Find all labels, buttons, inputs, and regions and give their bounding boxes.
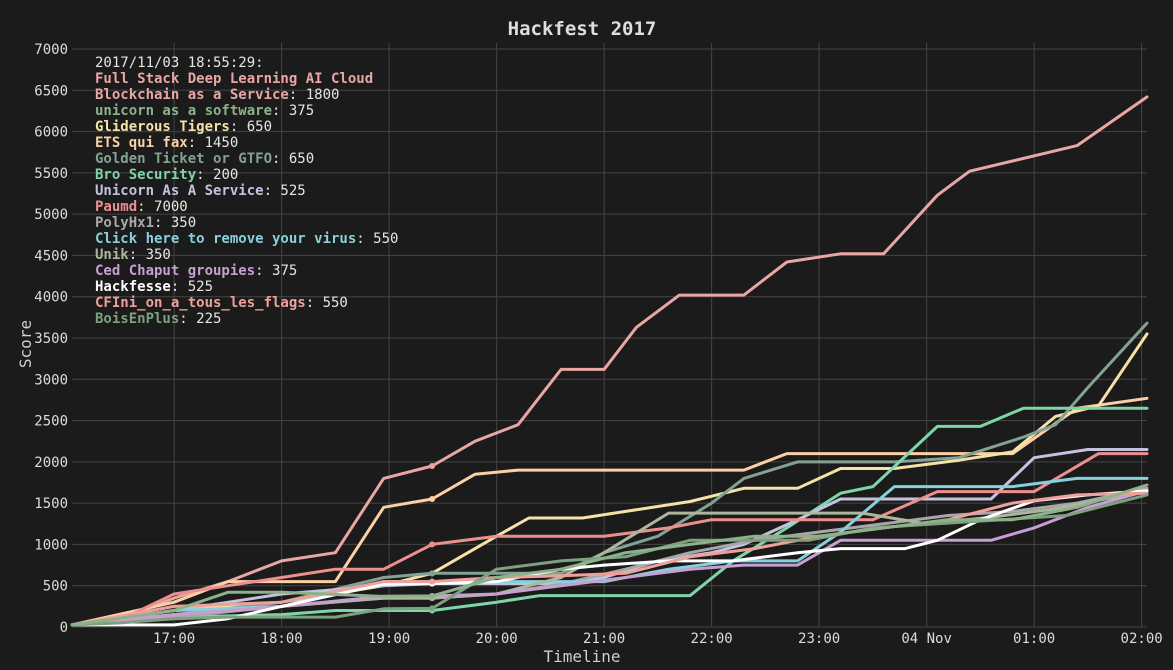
tooltip-entry-boisenplus: BoisEnPlus: 225 <box>95 311 221 327</box>
tooltip-entry-full-stack-deep-learning-ai-cloud-blockchain-as-a-service: Full Stack Deep Learning AI Cloud Blockch… <box>95 71 373 103</box>
hover-point-boisenplus <box>429 605 436 612</box>
tooltip-entry-unicorn-as-a-service: Unicorn As A Service: 525 <box>95 183 306 199</box>
y-axis-ticks: 0 500 1000 1500 2000 2500 3000 3500 4000 4500 5000… <box>34 42 68 636</box>
y-tick-label: 6000 <box>34 125 68 141</box>
x-tick-label: 04 Nov <box>901 631 952 647</box>
tooltip-entry-unik: Unik: 350 <box>95 247 171 263</box>
hover-point-full-stack-deep-learning-ai-cloud-blockchain-as-a-service <box>429 462 436 469</box>
tooltip-entry-ced-chaput-groupies: Ced Chaput groupies: 375 <box>95 263 297 279</box>
tooltip-entry-click-here-to-remove-your-virus: Click here to remove your virus: 550 <box>95 231 398 247</box>
series-line-boisenplus[interactable] <box>70 493 1149 627</box>
hover-point-paumd <box>429 541 436 548</box>
y-tick-label: 1000 <box>34 537 68 553</box>
tooltip-entry-cfini-on-a-tous-les-flags: CFIni_on_a_tous_les_flags: 550 <box>95 295 348 311</box>
y-tick-label: 500 <box>43 579 68 595</box>
tooltip-timestamp: 2017/11/03 18:55:29: <box>95 55 264 71</box>
y-tick-label: 7000 <box>34 42 68 58</box>
x-tick-label: 02:00 <box>1121 631 1163 647</box>
series-line-golden-ticket-or-gtfo[interactable] <box>70 321 1149 627</box>
y-tick-label: 4000 <box>34 290 68 306</box>
tooltip-entry-unicorn-as-a-software: unicorn as a software: 375 <box>95 103 314 119</box>
x-axis-title: Timeline <box>543 647 620 666</box>
series-line-paumd[interactable] <box>70 452 1149 627</box>
hover-point-unicorn-as-a-software <box>429 593 436 600</box>
x-tick-label: 22:00 <box>691 631 733 647</box>
series-lines[interactable] <box>70 95 1149 627</box>
series-line-unicorn-as-a-software[interactable] <box>70 483 1149 627</box>
hover-point-cfini-on-a-tous-les-flags <box>429 578 436 585</box>
tooltip-entry-ets-qui-fax: ETS qui fax: 1450 <box>95 135 238 151</box>
x-tick-label: 01:00 <box>1013 631 1055 647</box>
x-axis-ticks: 17:00 18:00 19:00 20:00 21:00 22:00 23:00 04 No… <box>153 631 1163 647</box>
y-axis-title: Score <box>16 320 35 368</box>
gridlines <box>72 43 1147 628</box>
y-tick-label: 2000 <box>34 455 68 471</box>
y-tick-label: 2500 <box>34 414 68 430</box>
tooltip-entry-paumd: Paumd: 7000 <box>95 199 188 215</box>
y-tick-label: 0 <box>60 620 68 636</box>
y-tick-label: 6500 <box>34 83 68 99</box>
y-tick-label: 4500 <box>34 248 68 264</box>
hover-tooltip: 2017/11/03 18:55:29: Full Stack Deep Lea… <box>95 55 398 327</box>
y-tick-label: 5500 <box>34 166 68 182</box>
series-line-bro-security[interactable] <box>70 406 1149 627</box>
x-tick-label: 20:00 <box>476 631 518 647</box>
tooltip-entry-gliderous-tigers: Gliderous Tigers: 650 <box>95 119 272 135</box>
hover-markers <box>429 462 436 614</box>
x-tick-label: 18:00 <box>261 631 303 647</box>
tooltip-entry-polyhx1: PolyHx1: 350 <box>95 215 196 231</box>
tooltip-entry-bro-security: Bro Security: 200 <box>95 167 238 183</box>
x-tick-label: 19:00 <box>368 631 410 647</box>
x-tick-label: 23:00 <box>798 631 840 647</box>
y-tick-label: 3500 <box>34 331 68 347</box>
tooltip-entry-golden-ticket-or-gtfo: Golden Ticket or GTFO: 650 <box>95 151 314 167</box>
series-line-full-stack-deep-learning-ai-cloud-blockchain-as-a-service[interactable] <box>70 95 1149 627</box>
x-tick-label: 21:00 <box>583 631 625 647</box>
y-tick-label: 3000 <box>34 372 68 388</box>
tooltip-entry-hackfesse: Hackfesse: 525 <box>95 279 213 295</box>
series-line-cfini-on-a-tous-les-flags[interactable] <box>70 491 1149 627</box>
y-tick-label: 1500 <box>34 496 68 512</box>
hover-point-golden-ticket-or-gtfo <box>429 570 436 577</box>
x-tick-label: 17:00 <box>153 631 195 647</box>
hover-point-ets-qui-fax <box>429 496 436 503</box>
y-tick-label: 5000 <box>34 207 68 223</box>
chart-title: Hackfest 2017 <box>508 18 657 40</box>
